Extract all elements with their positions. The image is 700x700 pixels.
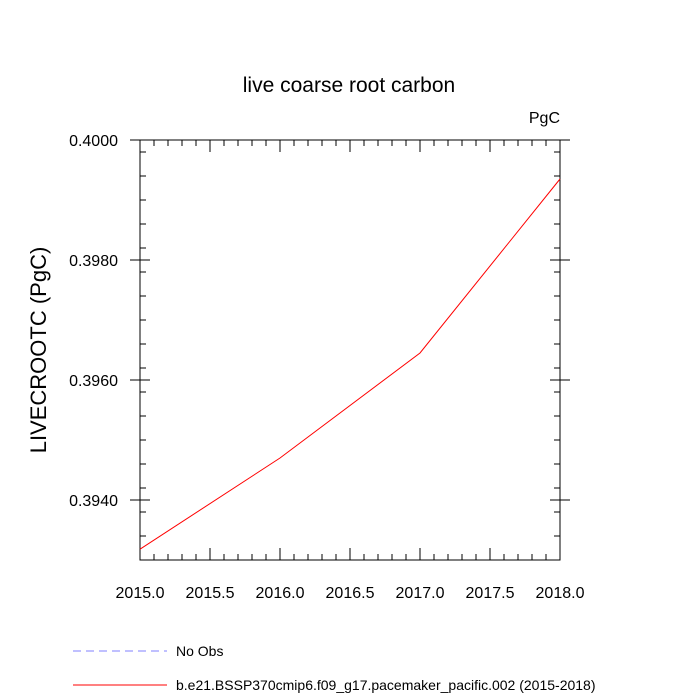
series-line-1	[139, 178, 561, 550]
y-tick-label: 0.3960	[69, 373, 118, 390]
x-tick-label: 2017.0	[396, 585, 445, 602]
y-tick-label: 0.3940	[69, 493, 118, 510]
x-tick-label: 2016.0	[256, 585, 305, 602]
x-tick-label: 2017.5	[466, 585, 515, 602]
plot-area: 2015.0 2015.5 2016.0 2016.5 2017.0 2017.5 2018…	[69, 133, 585, 602]
legend-label-0: No Obs	[176, 643, 223, 659]
y-axis-label: LIVECROOTC (PgC)	[26, 247, 51, 454]
legend: No Obs b.e21.BSSP370cmip6.f09_g17.pacemak…	[73, 643, 596, 693]
y-tick-label: 0.4000	[69, 133, 118, 150]
plot-frame	[139, 139, 561, 561]
x-tick-label: 2016.5	[326, 585, 375, 602]
units-label: PgC	[529, 110, 560, 127]
x-tick-label: 2018.0	[536, 585, 585, 602]
chart-title: live coarse root carbon	[243, 74, 455, 97]
y-tick-label: 0.3980	[69, 253, 118, 270]
x-tick-label: 2015.5	[186, 585, 235, 602]
legend-label-1: b.e21.BSSP370cmip6.f09_g17.pacemaker_pac…	[176, 677, 596, 693]
x-tick-label: 2015.0	[116, 585, 165, 602]
